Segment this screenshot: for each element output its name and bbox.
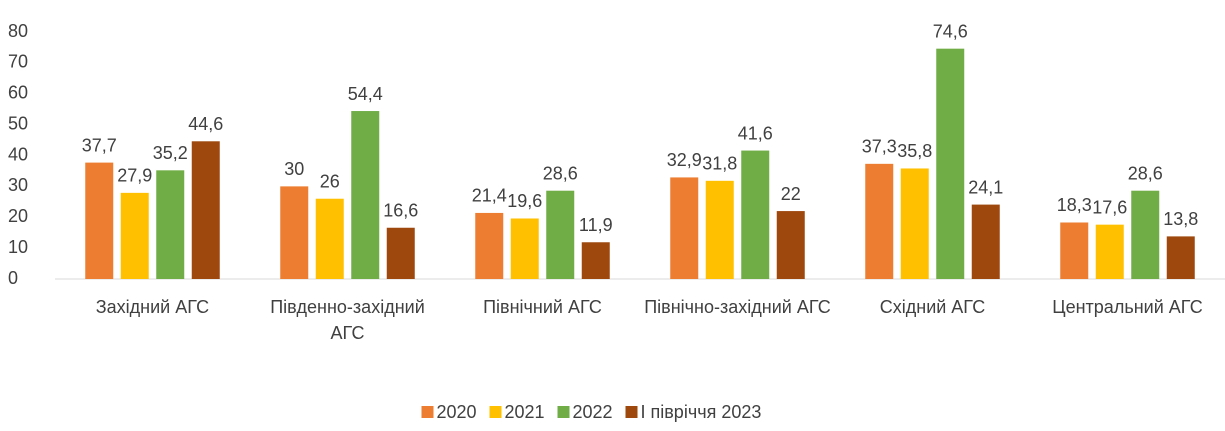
value-label: 19,6	[507, 191, 542, 211]
value-label: 11,9	[579, 215, 613, 235]
x-tick-label: Південно-західний АГС	[270, 297, 425, 343]
x-tick-label: Північно-західний АГС	[644, 297, 831, 317]
value-label: 28,6	[1128, 163, 1163, 183]
bar	[670, 177, 699, 279]
value-label: 13,8	[1163, 209, 1198, 229]
value-label: 54,4	[348, 84, 383, 104]
bar	[191, 141, 220, 279]
bar	[705, 180, 734, 279]
y-tick-label: 60	[8, 83, 28, 103]
bar	[936, 48, 965, 279]
y-tick-label: 50	[8, 113, 28, 133]
bar	[386, 227, 415, 279]
y-tick-label: 20	[8, 206, 28, 226]
y-tick-label: 70	[8, 52, 28, 72]
value-label: 74,6	[933, 21, 968, 41]
bar	[156, 170, 185, 279]
legend-label: 2021	[505, 402, 545, 422]
value-label: 30	[284, 159, 304, 179]
x-tick-label: Північний АГС	[483, 297, 602, 317]
legend-swatch	[557, 406, 570, 418]
x-tick-label: Західний АГС	[95, 297, 210, 317]
value-label: 44,6	[188, 114, 223, 134]
legend-label: I півріччя 2023	[641, 402, 762, 422]
value-label: 24,1	[968, 177, 1003, 197]
bar	[120, 192, 149, 279]
bar	[280, 186, 309, 279]
x-tick-label: Східний АГС	[879, 297, 986, 317]
value-label: 37,7	[82, 135, 117, 155]
legend-label: 2022	[573, 402, 613, 422]
bar	[1166, 236, 1195, 279]
value-label: 26	[320, 171, 340, 191]
value-label: 32,9	[667, 150, 702, 170]
legend-swatch	[625, 406, 638, 418]
legend-swatch	[489, 406, 502, 418]
value-label: 37,3	[862, 137, 897, 157]
value-label: 35,8	[897, 141, 932, 161]
bar	[351, 111, 380, 279]
y-tick-label: 30	[8, 175, 28, 195]
legend-swatch	[421, 406, 434, 418]
bar	[971, 204, 1000, 279]
bar	[900, 168, 929, 279]
value-label: 27,9	[117, 166, 152, 186]
value-label: 28,6	[543, 163, 578, 183]
bar	[475, 212, 504, 279]
bar	[776, 211, 805, 279]
value-label: 17,6	[1092, 197, 1127, 217]
bar	[1131, 190, 1160, 279]
value-label: 16,6	[383, 200, 418, 220]
value-label: 35,2	[153, 143, 188, 163]
y-tick-label: 0	[8, 268, 18, 288]
value-label: 22	[781, 184, 801, 204]
bar	[546, 190, 575, 279]
value-label: 41,6	[738, 123, 773, 143]
y-tick-label: 10	[8, 237, 28, 257]
y-tick-label: 40	[8, 144, 28, 164]
bar	[741, 150, 770, 279]
bar	[1060, 222, 1089, 279]
value-label: 21,4	[472, 186, 507, 206]
y-tick-label: 80	[8, 21, 28, 41]
bar	[581, 242, 610, 279]
bar	[1095, 224, 1124, 279]
x-tick-label: Центральний АГС	[1052, 297, 1203, 317]
bar	[85, 162, 114, 279]
bar	[510, 218, 539, 279]
value-label: 31,8	[702, 154, 737, 174]
value-label: 18,3	[1057, 195, 1092, 215]
bar	[315, 198, 344, 279]
bar	[865, 163, 894, 279]
legend-label: 2020	[437, 402, 477, 422]
